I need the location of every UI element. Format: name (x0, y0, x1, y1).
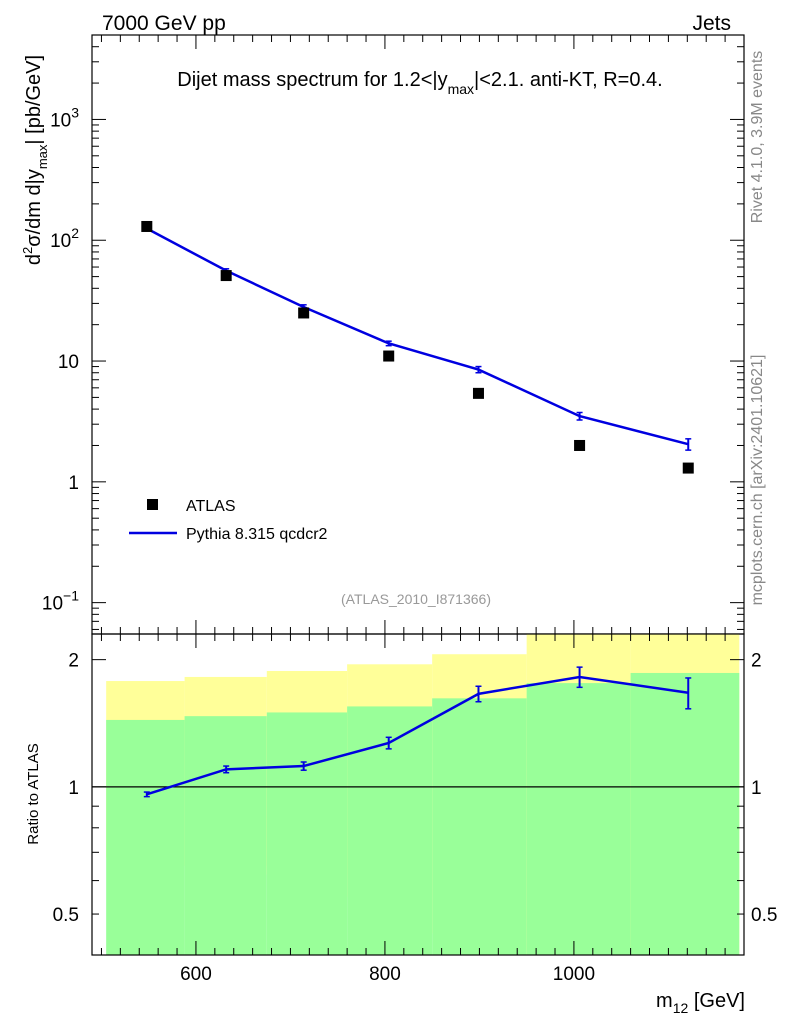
y-tick-base: 10 (50, 231, 71, 252)
header-right: Jets (692, 12, 731, 35)
ratio-frame (91, 633, 745, 956)
inner-band-1 (184, 716, 267, 955)
main-title-sub: max (448, 81, 474, 97)
y-tick-base: 10 (42, 594, 63, 615)
atlas-point-6 (682, 462, 694, 474)
ratio-plot-content (92, 634, 744, 955)
atlas-point-5 (574, 439, 586, 451)
main-y-tick-label-1: 1 (68, 473, 79, 494)
ratio-y-tick-label-left-1: 1 (68, 778, 79, 799)
rivet-label: Rivet 4.1.0, 3.9M events (749, 51, 766, 224)
main-y-tick-label-2: 10 (58, 352, 79, 373)
atlas-point-0 (141, 220, 153, 232)
legend-label-pythia: Pythia 8.315 qcdcr2 (186, 526, 328, 543)
ratio-y-tick-label-left-0: 0.5 (53, 905, 79, 926)
mcplots-label: mcplots.cern.ch [arXiv:2401.10621] (749, 355, 766, 606)
ratio-y-tick-label-right-1: 1 (751, 778, 762, 799)
legend-label-atlas: ATLAS (186, 498, 236, 515)
main-title: Dijet mass spectrum for 1.2<|ymax|<2.1. … (177, 69, 662, 97)
y-tick-exp: 3 (71, 104, 79, 120)
ratio-y-tick-label-right-2: 2 (751, 651, 762, 672)
legend: ATLAS Pythia 8.315 qcdcr2 (129, 498, 328, 543)
ylabel-b: σ/dm d|y (23, 169, 45, 247)
inner-band-0 (106, 719, 185, 955)
y-tick-exp: −1 (63, 588, 79, 604)
ylabel-c: | [pb/GeV] (23, 55, 45, 145)
y-tick-base: 10 (50, 110, 71, 131)
ratio-xlabel: m12 [GeV] (656, 990, 745, 1016)
main-y-tick-label-4: 103 (50, 104, 79, 131)
y-tick-exp: 2 (71, 225, 79, 241)
inner-band-6 (630, 672, 740, 955)
ylabel-sup: 2 (20, 247, 35, 254)
watermark: (ATLAS_2010_I871366) (341, 591, 491, 607)
ratio-y-tick-label-right-0: 0.5 (751, 905, 777, 926)
main-y-tick-label-3: 102 (50, 225, 79, 252)
x-tick-label-1: 800 (369, 964, 401, 985)
xlabel-main: m (656, 990, 673, 1012)
pythia-line (146, 227, 689, 446)
main-title-pre: Dijet mass spectrum for 1.2<|y (177, 69, 447, 91)
atlas-point-2 (298, 307, 310, 319)
inner-band-4 (432, 698, 527, 955)
main-frame (91, 34, 745, 635)
ylabel-sub: max (35, 144, 50, 169)
ratio-ylabel: Ratio to ATLAS (25, 743, 42, 844)
inner-band-2 (266, 712, 348, 955)
main-ylabel: d2σ/dm d|ymax| [pb/GeV] (20, 55, 50, 265)
main-y-tick-label-0: 10−1 (42, 588, 79, 615)
x-tick-label-2: 1000 (553, 964, 595, 985)
x-tick-label-0: 600 (180, 964, 212, 985)
legend-marker-atlas (147, 499, 158, 510)
inner-band-5 (526, 683, 631, 955)
main-plot-content (141, 220, 694, 474)
atlas-point-4 (472, 387, 484, 399)
xlabel-sub: 12 (673, 1000, 689, 1016)
header-left: 7000 GeV pp (102, 12, 226, 35)
main-title-post: |<2.1. anti-KT, R=0.4. (474, 69, 663, 91)
ylabel-a: d (23, 254, 45, 265)
ratio-y-tick-label-left-2: 2 (68, 651, 79, 672)
atlas-point-3 (383, 350, 395, 362)
ratio-axis-ticks: 600 800 1000 0.5 0.5 1 1 2 2 (53, 634, 777, 985)
atlas-point-1 (220, 270, 232, 282)
xlabel-post: [GeV] (688, 990, 745, 1012)
